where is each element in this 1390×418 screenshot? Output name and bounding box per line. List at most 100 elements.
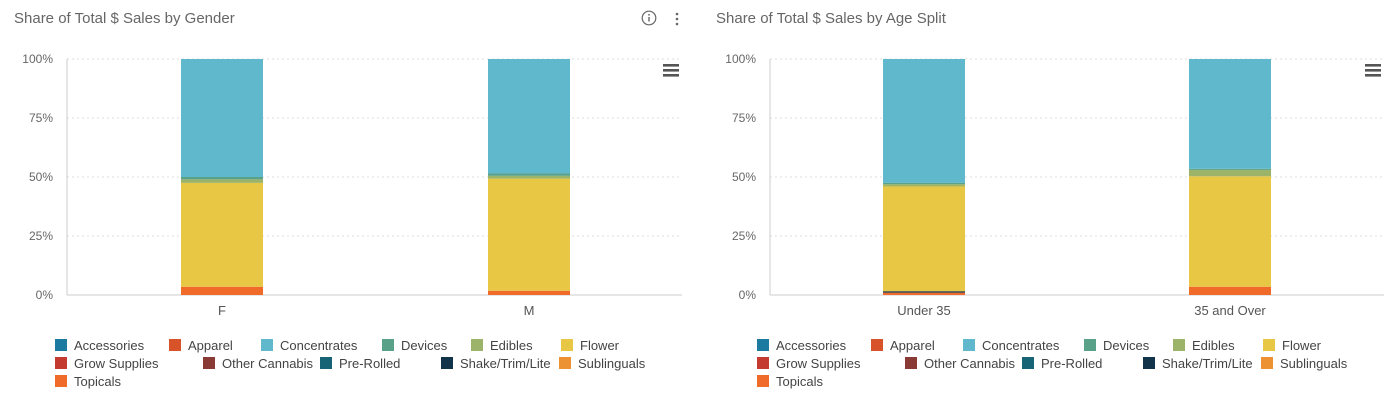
bar-segment-topicals[interactable] [488, 290, 570, 295]
legend-item-accessories[interactable]: Accessories [757, 338, 871, 353]
legend-swatch [320, 357, 332, 369]
legend-item-grow-supplies[interactable]: Grow Supplies [757, 356, 905, 371]
legend-swatch [1173, 339, 1185, 351]
legend-swatch [441, 357, 453, 369]
legend-swatch [559, 357, 571, 369]
legend-item-pre-rolled[interactable]: Pre-Rolled [1022, 356, 1143, 371]
legend-item-apparel[interactable]: Apparel [169, 338, 261, 353]
legend-item-concentrates[interactable]: Concentrates [261, 338, 382, 353]
legend-item-sublinguals[interactable]: Sublinguals [559, 356, 659, 371]
legend-label: Concentrates [280, 338, 358, 353]
chart-legend: Accessories Apparel Concentrates Devices Edi… [55, 338, 685, 392]
bar-segment-concentrates[interactable] [1189, 59, 1271, 169]
gender-chart: 0% 25% 50% 75% 100% F M [22, 52, 682, 318]
bar-segment-devices[interactable] [1189, 168, 1271, 170]
legend-row: Grow Supplies Other Cannabis Pre-Rolled Sha… [55, 356, 685, 374]
legend-swatch [1022, 357, 1034, 369]
legend-item-shake-trim-lite[interactable]: Shake/Trim/Lite [1143, 356, 1261, 371]
legend-item-accessories[interactable]: Accessories [55, 338, 169, 353]
legend-item-devices[interactable]: Devices [382, 338, 471, 353]
bar-segment-flower[interactable] [1189, 176, 1271, 287]
legend-label: Topicals [776, 374, 823, 389]
bar-segment-flower[interactable] [883, 186, 965, 292]
more-options-icon[interactable] [672, 10, 682, 28]
bar-segment-concentrates[interactable] [488, 59, 570, 174]
legend-item-topicals[interactable]: Topicals [55, 374, 169, 389]
chart-title: Share of Total $ Sales by Age Split [716, 10, 946, 27]
bar-segment-concentrates[interactable] [181, 59, 263, 177]
legend-item-apparel[interactable]: Apparel [871, 338, 963, 353]
bar-segment-shake-trim-lite[interactable] [883, 291, 965, 293]
legend-item-sublinguals[interactable]: Sublinguals [1261, 356, 1361, 371]
legend-swatch [757, 357, 769, 369]
legend-label: Apparel [188, 338, 233, 353]
legend-swatch [1261, 357, 1273, 369]
legend-label: Pre-Rolled [1041, 356, 1103, 371]
legend-swatch [1084, 339, 1096, 351]
x-tick-label: F [218, 303, 226, 318]
legend-item-shake-trim-lite[interactable]: Shake/Trim/Lite [441, 356, 559, 371]
bar-segment-flower[interactable] [488, 178, 570, 291]
legend-label: Edibles [490, 338, 533, 353]
bar-segment-edibles[interactable] [1189, 169, 1271, 177]
age-chart-panel: 0% 25% 50% 75% 100% Under 35 35 and Over Share… [702, 0, 1390, 418]
legend-label: Devices [1103, 338, 1150, 353]
legend-item-concentrates[interactable]: Concentrates [963, 338, 1084, 353]
legend-item-topicals[interactable]: Topicals [757, 374, 871, 389]
legend-swatch [1263, 339, 1275, 351]
bar-segment-edibles[interactable] [883, 184, 965, 187]
legend-item-other-cannabis[interactable]: Other Cannabis [905, 356, 1022, 371]
chart-menu-icon[interactable] [663, 64, 679, 77]
bar-segment-topicals[interactable] [181, 286, 263, 295]
chart-legend: Accessories Apparel Concentrates Devices Edi… [757, 338, 1387, 392]
legend-label: Flower [580, 338, 620, 353]
chart-title: Share of Total $ Sales by Gender [14, 10, 235, 27]
bar-segment-devices[interactable] [488, 173, 570, 176]
y-tick-label: 50% [732, 170, 756, 184]
bar-segment-devices[interactable] [883, 182, 965, 185]
bar-segment-edibles[interactable] [488, 175, 570, 179]
legend-swatch [561, 339, 573, 351]
y-tick-label: 100% [725, 52, 756, 66]
legend-swatch [203, 357, 215, 369]
legend-swatch [963, 339, 975, 351]
legend-item-flower[interactable]: Flower [1263, 338, 1343, 353]
legend-label: Grow Supplies [776, 356, 861, 371]
bar-segment-topicals[interactable] [883, 292, 965, 295]
bar-segment-flower[interactable] [181, 182, 263, 287]
chart-menu-icon[interactable] [1365, 64, 1381, 77]
legend-item-edibles[interactable]: Edibles [1173, 338, 1263, 353]
legend-label: Accessories [776, 338, 847, 353]
legend-item-devices[interactable]: Devices [1084, 338, 1173, 353]
legend-item-other-cannabis[interactable]: Other Cannabis [203, 356, 320, 371]
legend-swatch [55, 375, 67, 387]
legend-label: Flower [1282, 338, 1322, 353]
legend-swatch [757, 339, 769, 351]
legend-item-edibles[interactable]: Edibles [471, 338, 561, 353]
legend-label: Shake/Trim/Lite [460, 356, 551, 371]
y-tick-label: 25% [732, 229, 756, 243]
bar-segment-topicals[interactable] [1189, 286, 1271, 295]
legend-item-grow-supplies[interactable]: Grow Supplies [55, 356, 203, 371]
y-tick-label: 75% [29, 111, 53, 125]
y-tick-label: 75% [732, 111, 756, 125]
legend-label: Other Cannabis [924, 356, 1016, 371]
legend-swatch [169, 339, 181, 351]
legend-label: Apparel [890, 338, 935, 353]
legend-swatch [905, 357, 917, 369]
bar-segment-concentrates[interactable] [883, 59, 965, 183]
y-tick-label: 0% [739, 288, 757, 302]
legend-label: Other Cannabis [222, 356, 314, 371]
legend-item-pre-rolled[interactable]: Pre-Rolled [320, 356, 441, 371]
legend-row: Grow Supplies Other Cannabis Pre-Rolled Sha… [757, 356, 1387, 374]
bar-segment-edibles[interactable] [181, 179, 263, 183]
x-tick-label: M [524, 303, 535, 318]
legend-item-flower[interactable]: Flower [561, 338, 641, 353]
info-icon[interactable] [641, 10, 657, 26]
legend-swatch [871, 339, 883, 351]
bar-segment-devices[interactable] [181, 177, 263, 180]
legend-swatch [382, 339, 394, 351]
legend-label: Accessories [74, 338, 145, 353]
legend-label: Concentrates [982, 338, 1060, 353]
age-chart: 0% 25% 50% 75% 100% Under 35 35 and Over [725, 52, 1384, 318]
